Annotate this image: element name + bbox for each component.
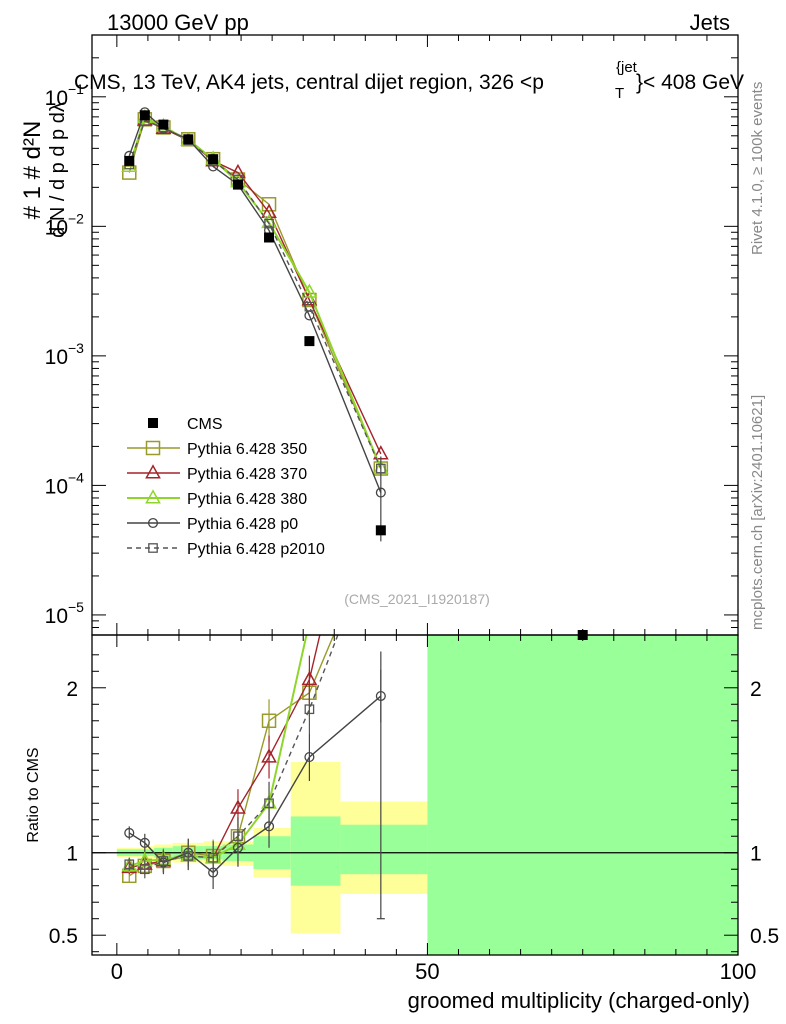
ratio-y-axis-label: Ratio to CMS bbox=[25, 747, 42, 842]
header-right: Jets bbox=[690, 10, 730, 35]
ratio-point-p370-7 bbox=[301, 670, 318, 686]
header-left: 13000 GeV pp bbox=[107, 10, 249, 35]
main-y-axis-label: # 1 # d²N d N / d p d p dλ bbox=[19, 102, 69, 238]
main-line-p350 bbox=[128, 118, 382, 469]
ratio-point-p0-1 bbox=[139, 837, 150, 848]
legend-label-p370: Pythia 6.428 370 bbox=[187, 466, 307, 483]
ratio-ytick-label-r-1: 1 bbox=[750, 843, 762, 866]
legend-marker-p370 bbox=[145, 464, 161, 479]
legend-label-p2010: Pythia 6.428 p2010 bbox=[187, 541, 325, 558]
ratio-point-p0-7 bbox=[304, 752, 315, 763]
ratio-point-p2010-6 bbox=[264, 798, 274, 809]
x-tick-label-2: 100 bbox=[720, 959, 757, 984]
legend-label-cms: CMS bbox=[187, 416, 223, 433]
ratio-ytick-label-l-1: 1 bbox=[66, 843, 78, 866]
ratio-ytick-label-l-0: 0.5 bbox=[49, 925, 78, 948]
main-ytick-label-0: 10 bbox=[45, 87, 68, 110]
main-point-cms-4 bbox=[208, 154, 219, 165]
main-point-cms-6 bbox=[264, 232, 275, 243]
main-point-cms-5 bbox=[232, 179, 243, 190]
ratio-ytick-label-r-0: 0.5 bbox=[750, 925, 779, 948]
ratio-point-p350-6 bbox=[261, 713, 277, 729]
main-ytick-label-1: 10 bbox=[45, 216, 68, 239]
main-ytick-exp-2: −3 bbox=[68, 340, 84, 356]
title-end: }< 408 GeV bbox=[636, 71, 744, 94]
ratio-ytick-label-r-2: 2 bbox=[750, 678, 762, 701]
side-rivet-label: Rivet 4.1.0, ≥ 100k events bbox=[749, 82, 766, 255]
ratio-frame bbox=[91, 634, 739, 956]
ratio-ytick-label-l-2: 2 bbox=[66, 678, 78, 701]
legend-marker-p2010 bbox=[148, 543, 158, 553]
main-point-p2010-7 bbox=[304, 301, 315, 312]
legend-marker-p0 bbox=[147, 517, 159, 529]
main-point-cms-7 bbox=[304, 336, 315, 347]
main-ytick-exp-0: −1 bbox=[68, 81, 84, 97]
main-point-p0-8 bbox=[375, 487, 386, 498]
main-ytick-exp-1: −2 bbox=[68, 210, 84, 226]
ratio-bands bbox=[116, 635, 738, 955]
ratio-point-p2010-3 bbox=[183, 851, 194, 861]
legend: CMS Pythia 6.428 350 Pythia 6.428 370 Pythi… bbox=[127, 416, 325, 558]
x-tick-label-1: 50 bbox=[415, 959, 439, 984]
main-line-p0 bbox=[128, 111, 382, 493]
main-ytick-label-4: 10 bbox=[45, 605, 68, 628]
ratio-point-p2010-1 bbox=[139, 864, 150, 875]
ratio-series bbox=[92, 635, 738, 920]
legend-label-p350: Pythia 6.428 350 bbox=[187, 441, 307, 458]
main-point-cms-3 bbox=[183, 134, 194, 145]
main-point-p2010-6 bbox=[264, 218, 274, 229]
ratio-point-p2010-5 bbox=[233, 831, 243, 842]
main-point-p370-5 bbox=[230, 163, 246, 179]
title-T: T bbox=[615, 85, 624, 102]
main-point-p380-7 bbox=[301, 283, 318, 298]
ratio-point-p370-5 bbox=[230, 799, 246, 814]
legend-marker-p350 bbox=[145, 440, 161, 456]
ratio-point-p2010-0 bbox=[124, 859, 135, 870]
main-ytick-exp-3: −4 bbox=[68, 469, 84, 485]
main-point-cms-0 bbox=[124, 155, 135, 166]
title-main: CMS, 13 TeV, AK4 jets, central dijet reg… bbox=[74, 71, 544, 94]
side-mcplots-label: mcplots.cern.ch [arXiv:2401.10621] bbox=[749, 395, 766, 630]
chart-title: CMS, 13 TeV, AK4 jets, central dijet reg… bbox=[74, 59, 744, 102]
legend-marker-cms bbox=[148, 418, 158, 428]
legend-label-p380: Pythia 6.428 380 bbox=[187, 491, 307, 508]
x-axis-label: groomed multiplicity (charged-only) bbox=[408, 988, 750, 1013]
band-inner-7 bbox=[290, 816, 341, 886]
ratio-point-p370-6 bbox=[261, 748, 277, 763]
ratio-point-p2010-7 bbox=[304, 704, 315, 715]
legend-marker-p380 bbox=[145, 489, 161, 504]
ratio-point-p2010-2 bbox=[158, 856, 169, 866]
main-point-cms-1 bbox=[139, 110, 150, 121]
main-line-p370 bbox=[128, 119, 382, 455]
x-tick-label-0: 0 bbox=[111, 959, 123, 984]
main-ytick-label-2: 10 bbox=[45, 346, 68, 369]
band-inner-8 bbox=[340, 824, 428, 875]
svg-text:d N / d p d p dλ: d N / d p d p dλ bbox=[47, 102, 69, 238]
legend-label-p0: Pythia 6.428 p0 bbox=[187, 516, 298, 533]
main-point-cms-2 bbox=[158, 119, 169, 130]
ratio-point-p0-0 bbox=[124, 827, 135, 838]
watermark: (CMS_2021_I1920187) bbox=[344, 591, 490, 607]
svg-text:# 1 # d²N: # 1 # d²N bbox=[19, 121, 46, 220]
main-ytick-label-3: 10 bbox=[45, 475, 68, 498]
main-point-p370-6 bbox=[261, 203, 277, 218]
main-line-p380 bbox=[128, 116, 382, 469]
title-jet: {jet bbox=[616, 59, 638, 76]
ratio-point-p2010-4 bbox=[208, 852, 218, 863]
main-ytick-exp-4: −5 bbox=[68, 599, 84, 615]
main-series bbox=[121, 107, 588, 640]
main-line-p2010 bbox=[128, 120, 382, 469]
main-point-p2010-8 bbox=[375, 463, 386, 474]
main-point-cms-8 bbox=[375, 525, 386, 536]
ratio-series-clipped bbox=[92, 635, 738, 920]
band-inner-9 bbox=[427, 635, 738, 955]
